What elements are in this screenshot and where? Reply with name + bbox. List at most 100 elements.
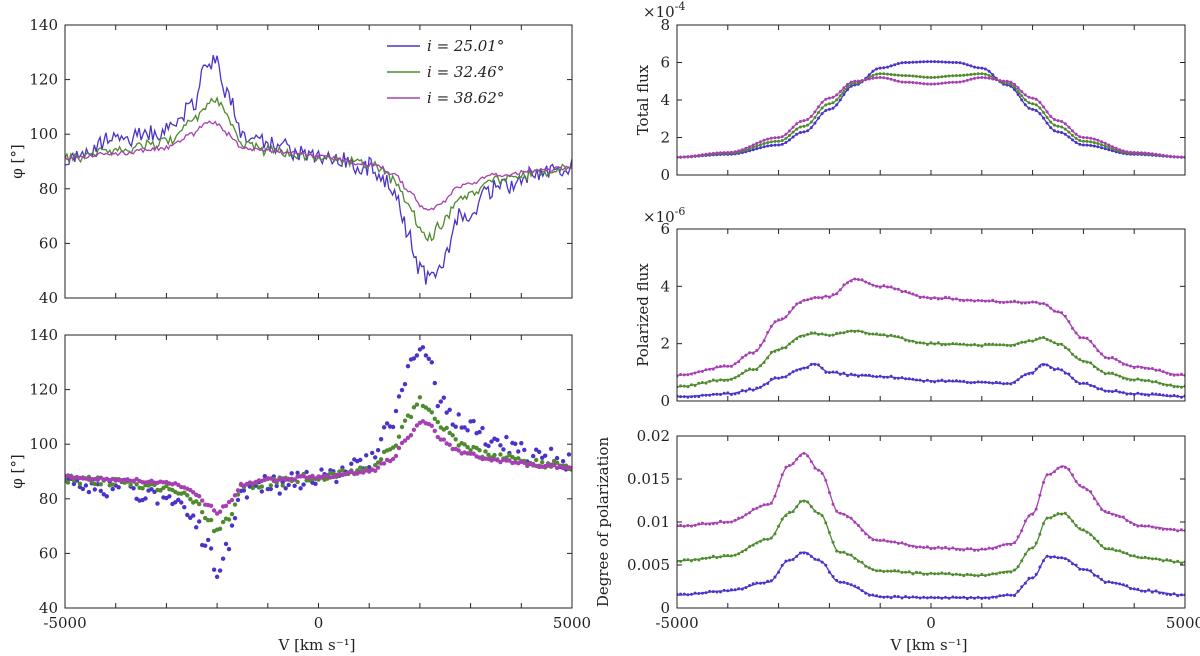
marker-i25 <box>1089 569 1093 573</box>
marker-i32 <box>947 74 951 78</box>
marker-i38 <box>788 310 791 314</box>
marker-i25 <box>867 593 871 597</box>
marker-i32 <box>722 554 726 557</box>
marker-i38 <box>936 545 940 549</box>
marker-i25 <box>690 592 693 596</box>
y-tick-label: 60 <box>39 234 58 252</box>
marker-i38 <box>1089 490 1093 494</box>
marker-i38 <box>889 540 893 544</box>
point-i25 <box>167 494 172 499</box>
marker-i38 <box>983 299 987 303</box>
marker-i25 <box>922 379 926 383</box>
marker-i32 <box>700 381 704 384</box>
marker-i38 <box>882 538 886 542</box>
marker-i32 <box>871 332 875 336</box>
marker-i38 <box>983 547 987 551</box>
y-tick-label: 0 <box>660 392 670 410</box>
point-i25 <box>268 486 273 492</box>
marker-i38 <box>1045 473 1049 477</box>
marker-i38 <box>1067 320 1071 324</box>
point-i25 <box>489 439 494 444</box>
marker-i38 <box>1107 356 1111 360</box>
marker-i32 <box>929 341 933 345</box>
marker-i25 <box>1042 116 1045 120</box>
marker-i32 <box>788 342 791 346</box>
marker-i38 <box>1081 136 1085 139</box>
marker-i38 <box>791 462 795 466</box>
y-tick-label: 6 <box>660 54 670 72</box>
marker-i25 <box>798 551 802 555</box>
marker-i25 <box>1179 395 1183 399</box>
marker-i25 <box>994 595 998 599</box>
point-i25 <box>516 449 521 454</box>
marker-i32 <box>820 332 824 336</box>
marker-i32 <box>893 73 897 77</box>
marker-i25 <box>958 61 962 65</box>
marker-i32 <box>962 574 966 578</box>
exponent-polarized-flux: ×10-6 <box>643 205 685 226</box>
point-i32 <box>164 483 169 489</box>
marker-i38 <box>729 364 733 368</box>
point-i25 <box>277 491 282 496</box>
y-axis-label: φ [°] <box>8 144 26 178</box>
marker-i32 <box>780 517 784 521</box>
marker-i25 <box>889 374 893 378</box>
point-i32 <box>540 460 545 465</box>
series-markers-i25 <box>677 362 1185 399</box>
marker-i38 <box>759 140 762 144</box>
marker-i25 <box>1049 126 1053 130</box>
marker-i25 <box>769 144 773 147</box>
marker-i25 <box>965 597 969 601</box>
marker-i32 <box>1056 512 1060 516</box>
marker-i38 <box>831 502 835 506</box>
marker-i38 <box>973 299 976 303</box>
marker-i38 <box>965 78 969 82</box>
point-i25 <box>543 453 548 458</box>
marker-i32 <box>1107 547 1111 551</box>
marker-i25 <box>802 130 806 134</box>
marker-i25 <box>886 65 889 69</box>
marker-i32 <box>1023 98 1027 102</box>
marker-i32 <box>1143 555 1147 559</box>
marker-i32 <box>824 521 828 525</box>
marker-i25 <box>835 578 839 582</box>
marker-i32 <box>1176 559 1180 563</box>
marker-i25 <box>1092 384 1096 388</box>
marker-i25 <box>755 581 759 585</box>
marker-i38 <box>1158 153 1162 157</box>
point-i32 <box>465 445 470 450</box>
marker-i25 <box>933 380 937 384</box>
marker-i38 <box>1074 132 1078 136</box>
point-i32 <box>217 526 223 531</box>
marker-i32 <box>722 379 726 382</box>
marker-i25 <box>1078 382 1082 386</box>
point-i25 <box>298 486 303 491</box>
marker-i38 <box>973 76 976 80</box>
point-i38 <box>208 503 214 508</box>
marker-i38 <box>1125 150 1129 154</box>
series-markers-i25 <box>677 551 1185 601</box>
marker-i38 <box>1125 363 1129 367</box>
marker-i32 <box>1132 554 1136 558</box>
marker-i38 <box>726 520 730 524</box>
marker-i32 <box>1038 336 1042 340</box>
marker-i25 <box>973 381 976 384</box>
point-i25 <box>191 513 196 518</box>
marker-i32 <box>751 368 755 372</box>
marker-i38 <box>1110 356 1114 359</box>
marker-i32 <box>1071 519 1074 523</box>
marker-i38 <box>856 524 860 527</box>
marker-i25 <box>1169 593 1172 597</box>
marker-i32 <box>1081 528 1085 532</box>
marker-i25 <box>922 60 926 64</box>
marker-i32 <box>802 334 806 338</box>
marker-i25 <box>780 142 784 146</box>
marker-i38 <box>1063 314 1067 318</box>
marker-i25 <box>944 60 947 64</box>
marker-i25 <box>1060 131 1064 134</box>
marker-i38 <box>849 279 853 283</box>
marker-i38 <box>780 135 784 139</box>
marker-i32 <box>871 74 875 77</box>
y-tick-label: 6 <box>660 220 670 238</box>
marker-i25 <box>1063 371 1067 375</box>
